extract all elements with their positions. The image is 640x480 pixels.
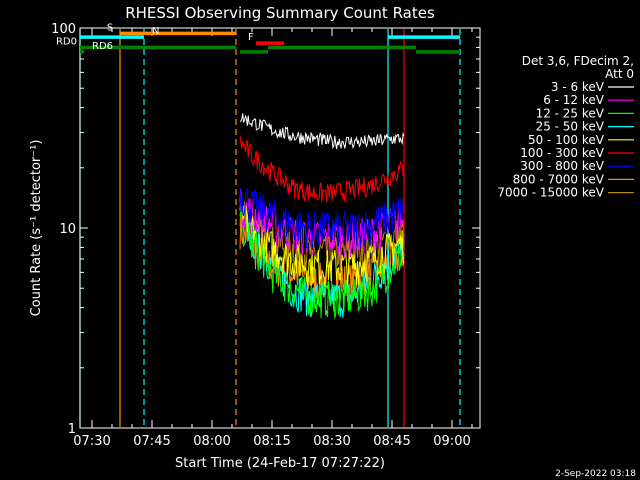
plot-frame [79,27,481,429]
series-line [239,113,405,150]
legend-entry-label: 50 - 100 keV [528,133,605,147]
legend-entry-label: 7000 - 15000 keV [497,186,604,200]
x-tick-label: 08:00 [193,434,230,449]
y-tick-label: 1 [68,422,76,437]
series-line [239,204,405,319]
flag-label: N [152,26,159,37]
legend-entry-label: 25 - 50 keV [536,120,605,134]
flag-label: RD0 [56,36,77,47]
legend-entry-label: 6 - 12 keV [543,93,605,107]
flag-label: RD6 [92,41,113,52]
y-axis-label: Count Rate (s⁻¹ detector⁻¹) [29,140,44,317]
legend-entry-label: 3 - 6 keV [551,80,605,94]
chart-title: RHESSI Observing Summary Count Rates [125,4,435,22]
legend-entry-label: 800 - 7000 keV [513,172,605,186]
series-line [239,189,405,259]
plot-area [79,29,461,427]
x-tick-label: 09:00 [433,434,470,449]
date-stamp: 2-Sep-2022 03:18 [555,469,636,479]
x-tick-label: 08:15 [253,434,290,449]
legend-entry-label: 300 - 800 keV [520,159,604,173]
x-axis-label: Start Time (24-Feb-17 07:27:22) [175,456,385,471]
legend-header: Det 3,6, FDecim 2, [522,54,634,68]
flag-bars: S N F RD0 RD6 [56,22,460,54]
legend-entry-label: 12 - 25 keV [536,106,605,120]
x-tick-label: 08:45 [373,434,410,449]
series-line [239,186,405,249]
legend-header: Att 0 [605,67,634,81]
flag-label: S [107,22,113,33]
x-tick-label: 07:45 [133,434,170,449]
y-tick-label: 100 [51,22,76,37]
y-tick-label: 10 [59,222,76,237]
flag-label: F [248,32,254,43]
x-tick-label: 07:30 [73,434,110,449]
x-tick-label: 08:30 [313,434,350,449]
legend-entry-label: 100 - 300 keV [520,146,604,160]
series-line [239,135,405,204]
